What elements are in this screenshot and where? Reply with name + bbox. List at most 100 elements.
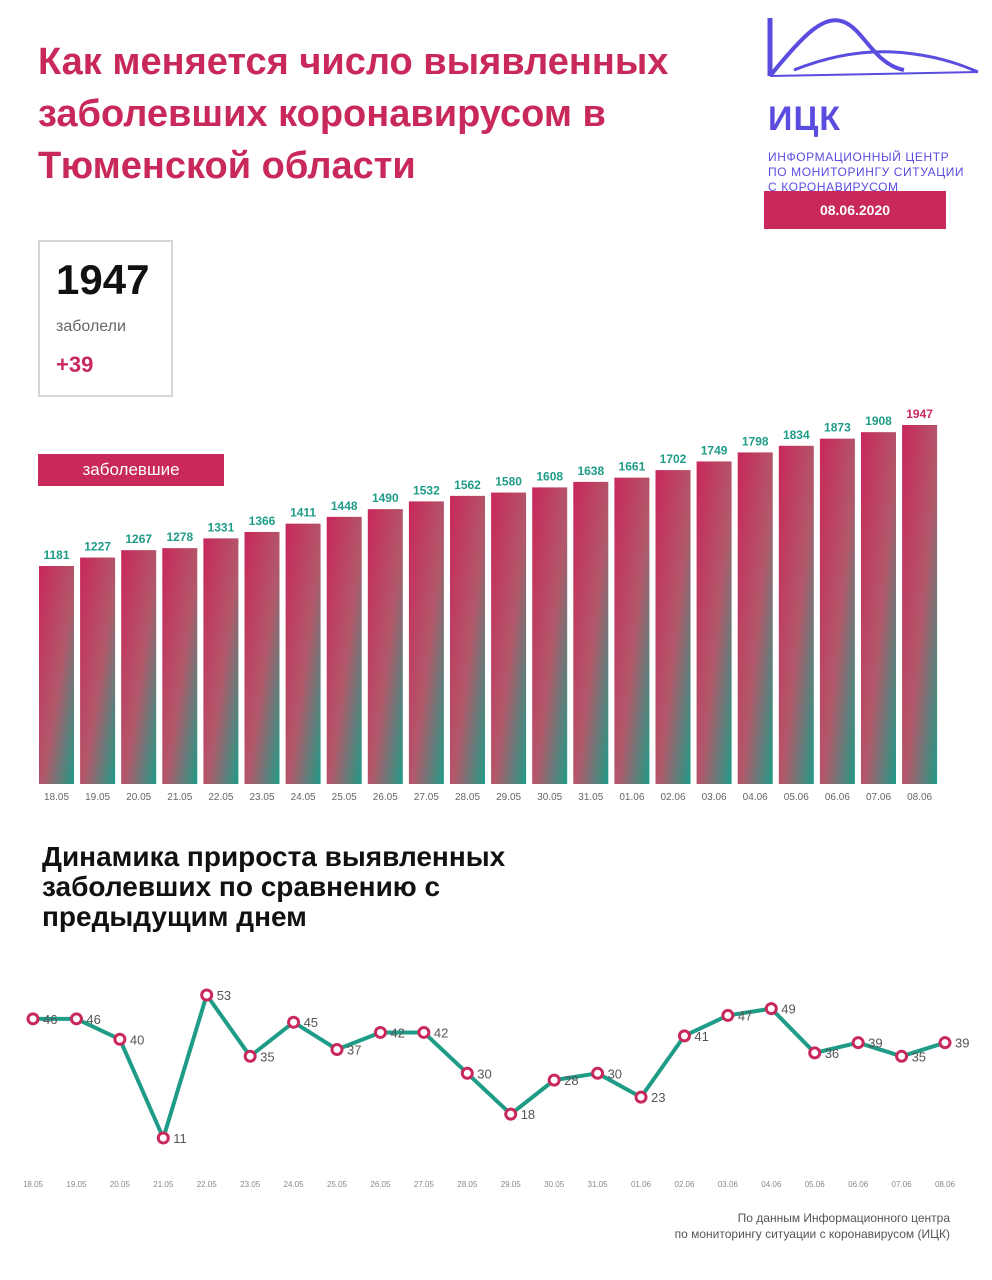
- line-point: [851, 1036, 865, 1050]
- bar: [326, 516, 362, 784]
- line-x-tick-label: 29.05: [501, 1180, 522, 1189]
- kpi-total-label: заболели: [56, 318, 126, 335]
- line-x-tick-label: 22.05: [197, 1180, 218, 1189]
- bar-x-tick-label: 30.05: [537, 792, 562, 803]
- source-line: по мониторингу ситуации с коронавирусом …: [674, 1227, 950, 1241]
- line-x-tick-label: 20.05: [110, 1180, 131, 1189]
- bar: [737, 452, 773, 784]
- logo-abbreviation: ИЦК: [768, 100, 842, 138]
- line-value-label: 42: [434, 1025, 448, 1040]
- line-value-label: 39: [868, 1036, 882, 1051]
- bar-value-label: 1490: [372, 491, 399, 505]
- line-x-tick-label: 04.06: [761, 1180, 782, 1189]
- bar-value-label: 1834: [783, 428, 810, 442]
- line-series: [33, 993, 946, 1140]
- bar: [367, 509, 403, 784]
- bar-x-tick-label: 05.06: [784, 792, 809, 803]
- line-value-label: 40: [130, 1032, 144, 1047]
- bar-value-label: 1366: [249, 514, 276, 528]
- line-x-tick-label: 31.05: [588, 1180, 609, 1189]
- line-point: [938, 1036, 952, 1050]
- bar: [778, 445, 814, 784]
- bar-series-label: заболевшие: [38, 454, 224, 486]
- line-point: [26, 1012, 40, 1026]
- line-value-label: 49: [781, 1002, 795, 1017]
- bar: [696, 461, 732, 784]
- bar-x-tick-label: 01.06: [619, 792, 644, 803]
- bar-x-tick-label: 20.05: [126, 792, 151, 803]
- bar-x-tick-label: 22.05: [208, 792, 233, 803]
- line-point: [417, 1025, 431, 1039]
- bar-value-label: 1661: [619, 460, 646, 474]
- bar: [614, 477, 650, 784]
- bar-x-tick-label: 21.05: [167, 792, 192, 803]
- line-value-label: 11: [173, 1131, 187, 1146]
- line-x-tick-label: 19.05: [66, 1180, 87, 1189]
- line-x-tick-label: 23.05: [240, 1180, 261, 1189]
- line-x-tick-label: 01.06: [631, 1180, 652, 1189]
- line-point: [591, 1066, 605, 1080]
- line-point: [721, 1008, 735, 1022]
- bar-x-tick-label: 29.05: [496, 792, 521, 803]
- bar-x-tick-label: 25.05: [332, 792, 357, 803]
- bar-x-tick-label: 19.05: [85, 792, 110, 803]
- bar-value-label: 1580: [495, 475, 522, 489]
- bar: [573, 481, 609, 784]
- bar-x-tick-label: 18.05: [44, 792, 69, 803]
- line-value-label: 28: [564, 1073, 578, 1088]
- bar-x-tick-label: 31.05: [578, 792, 603, 803]
- bar: [491, 492, 527, 784]
- source-note: По данным Информационного центра по мони…: [530, 1210, 950, 1242]
- bar-value-label: 1702: [660, 452, 687, 466]
- bar: [162, 548, 198, 784]
- line-point: [156, 1131, 170, 1145]
- line-x-tick-label: 26.05: [370, 1180, 391, 1189]
- bar-value-label: 1278: [166, 530, 193, 544]
- line-point: [547, 1073, 561, 1087]
- bar: [121, 550, 157, 784]
- bar: [244, 531, 280, 784]
- kpi-card: 1947 заболели +39: [38, 240, 173, 397]
- line-x-tick-label: 02.06: [674, 1180, 695, 1189]
- line-point: [677, 1029, 691, 1043]
- line-point: [460, 1066, 474, 1080]
- bar-value-label: 1532: [413, 483, 440, 497]
- bar-value-label: 1448: [331, 499, 358, 513]
- line-x-tick-label: 08.06: [935, 1180, 956, 1189]
- line-value-label: 45: [304, 1015, 318, 1030]
- line-point: [504, 1107, 518, 1121]
- line-point: [243, 1049, 257, 1063]
- line-value-label: 47: [738, 1008, 752, 1023]
- bar-value-label: 1608: [536, 469, 563, 483]
- bar-value-label: 1873: [824, 421, 851, 435]
- line-value-label: 39: [955, 1036, 969, 1051]
- line-value-label: 36: [825, 1046, 839, 1061]
- logo-subtitle-line: ПО МОНИТОРИНГУ СИТУАЦИИ: [768, 165, 965, 179]
- line-point: [113, 1032, 127, 1046]
- line-value-label: 18: [521, 1107, 535, 1122]
- bar-x-tick-label: 26.05: [373, 792, 398, 803]
- line-x-tick-label: 25.05: [327, 1180, 348, 1189]
- line-point: [764, 1002, 778, 1016]
- bar-value-label: 1749: [701, 443, 728, 457]
- line-point: [895, 1049, 909, 1063]
- bar: [203, 538, 239, 784]
- line-value-label: 41: [694, 1029, 708, 1044]
- line-value-label: 46: [86, 1012, 100, 1027]
- line-x-tick-label: 24.05: [284, 1180, 305, 1189]
- line-value-label: 23: [651, 1090, 665, 1105]
- bar: [655, 470, 691, 784]
- bar-x-tick-label: 23.05: [249, 792, 274, 803]
- bar: [532, 487, 568, 784]
- bar-chart: 1181 18.05 1227 19.05 1267 20.05 1278 21.05 1331…: [39, 407, 938, 803]
- bar-x-tick-label: 06.06: [825, 792, 850, 803]
- line-point: [373, 1025, 387, 1039]
- page-title: Как меняется число выявленных заболевших…: [38, 41, 669, 187]
- logo-subtitle-line: ИНФОРМАЦИОННЫЙ ЦЕНТР: [768, 150, 950, 164]
- line-x-tick-label: 06.06: [848, 1180, 869, 1189]
- line-value-label: 30: [608, 1066, 622, 1081]
- line-chart: 46 18.05 46 19.05 40 20.05 11 21.05 53 22.05 35 23.…: [23, 988, 969, 1189]
- line-point: [634, 1090, 648, 1104]
- bar-value-label: 1947: [906, 407, 933, 421]
- line-value-label: 37: [347, 1042, 361, 1057]
